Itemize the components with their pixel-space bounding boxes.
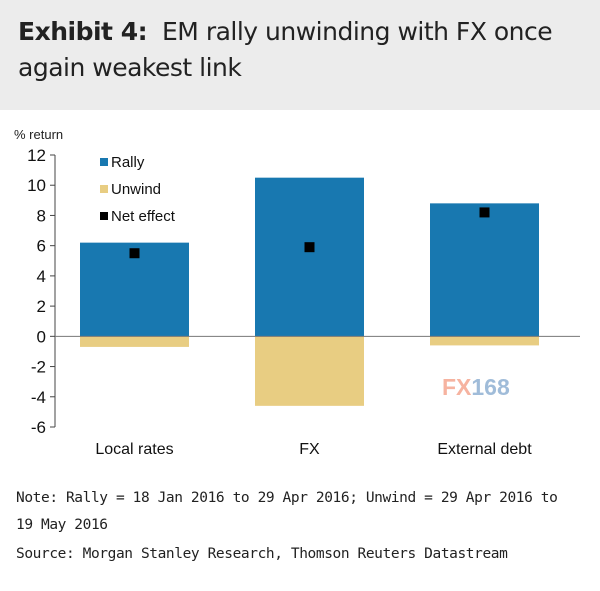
y-tick-label: 8 [37,206,46,225]
legend-swatch [100,212,108,220]
net-effect-marker [129,248,140,259]
legend-swatch [100,185,108,193]
y-tick-label: 6 [37,237,46,256]
bar-unwind [255,336,364,406]
bar-unwind [430,336,539,346]
y-tick-label: 12 [27,146,46,165]
exhibit-label: Exhibit 4: [18,17,148,46]
bar-unwind [80,336,189,347]
net-effect-marker [304,242,315,253]
title-text: EM rally unwinding with FX once again we… [18,17,553,82]
note-line-1: Note: Rally = 18 Jan 2016 to 29 Apr 2016… [16,490,558,506]
legend-label: Rally [111,154,145,171]
y-tick-label: -6 [31,418,46,437]
category-label: External debt [437,441,532,458]
legend-label: Net effect [111,208,176,225]
source: Source: Morgan Stanley Research, Thomson… [16,546,508,562]
y-tick-label: -4 [31,388,46,407]
category-label: FX [299,441,320,458]
legend-swatch [100,158,108,166]
chart-title: Exhibit 4: EM rally unwinding with FX on… [18,14,588,86]
net-effect-marker [479,207,490,218]
y-tick-label: 4 [37,267,46,286]
note-line-2: 19 May 2016 [16,517,108,533]
y-tick-label: 2 [37,297,46,316]
legend-label: Unwind [111,181,161,198]
title-bar [0,0,600,110]
watermark-logo: FX168 [442,374,510,400]
bar-rally [80,242,189,337]
y-tick-label: 10 [27,176,46,195]
bar-rally [430,203,539,337]
category-label: Local rates [95,441,173,458]
chart: % return 12 10 8 6 4 2 0 -2 -4 -6 Local rates FX Exte… [14,127,580,458]
y-tick-label: -2 [31,358,46,377]
y-axis-label: % return [14,127,63,142]
y-tick-label: 0 [37,327,46,346]
bar-rally [255,177,364,337]
